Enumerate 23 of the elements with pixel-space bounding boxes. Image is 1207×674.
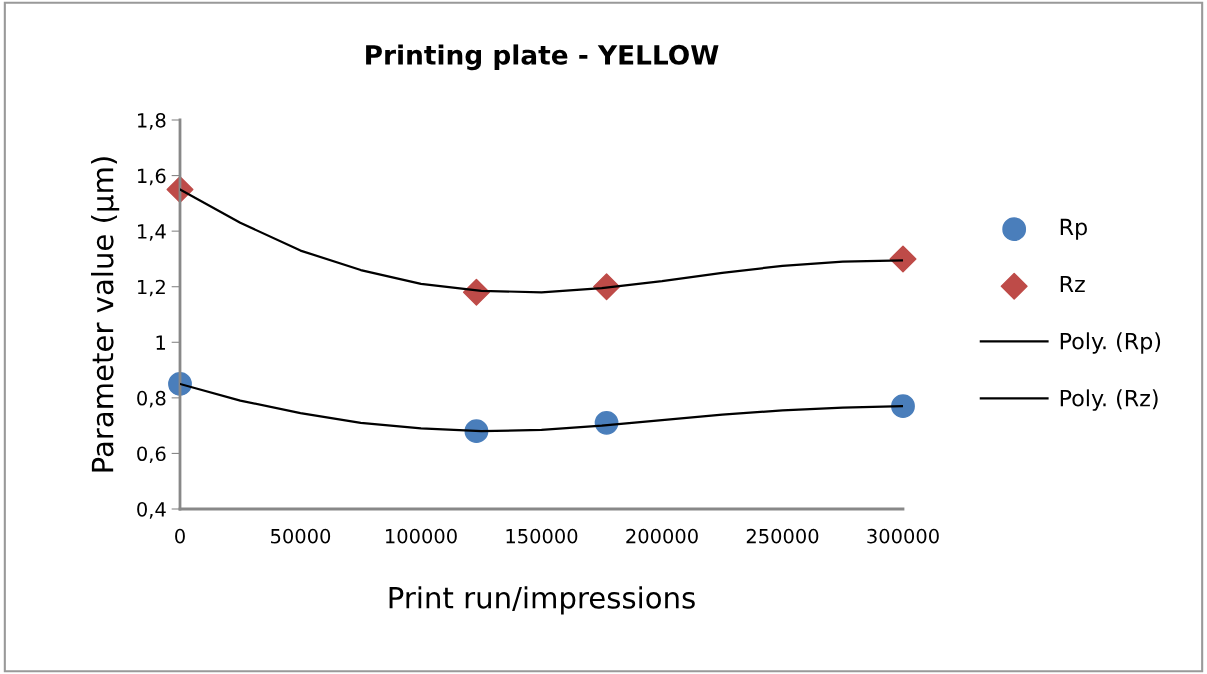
y-tick-label: 1,8: [138, 112, 166, 130]
legend-label: Rp: [1060, 218, 1087, 240]
x-tick-label: 50000: [271, 528, 331, 544]
y-tick-label: 0,4: [137, 501, 166, 519]
x-tick-label: 150000: [506, 528, 578, 544]
x-tick-label: 0: [175, 528, 185, 544]
y-tick-label: 0,8: [137, 390, 166, 408]
y-tick-label: 1,6: [138, 168, 166, 186]
x-tick-label: 200000: [626, 528, 698, 544]
legend-label: Poly. (Rp): [1060, 332, 1161, 354]
y-tick-label: 1: [156, 335, 166, 350]
point: [891, 394, 915, 419]
y-axis-title: Parameter value (µm): [90, 157, 120, 472]
legend-label: Rz: [1060, 275, 1085, 293]
y-tick-label: 0,6: [137, 446, 166, 464]
y-tick-label: 1,4: [138, 224, 166, 241]
legend-label: Poly. (Rz): [1060, 389, 1158, 411]
y-tick-label: 1,2: [138, 279, 165, 297]
x-tick-label: 250000: [746, 528, 819, 544]
x-axis-title: Print run/impressions: [389, 586, 695, 615]
x-tick-label: 100000: [386, 528, 457, 544]
chart-title: Printing plate - YELLOW: [366, 44, 719, 71]
x-tick-label: 300000: [867, 528, 939, 544]
